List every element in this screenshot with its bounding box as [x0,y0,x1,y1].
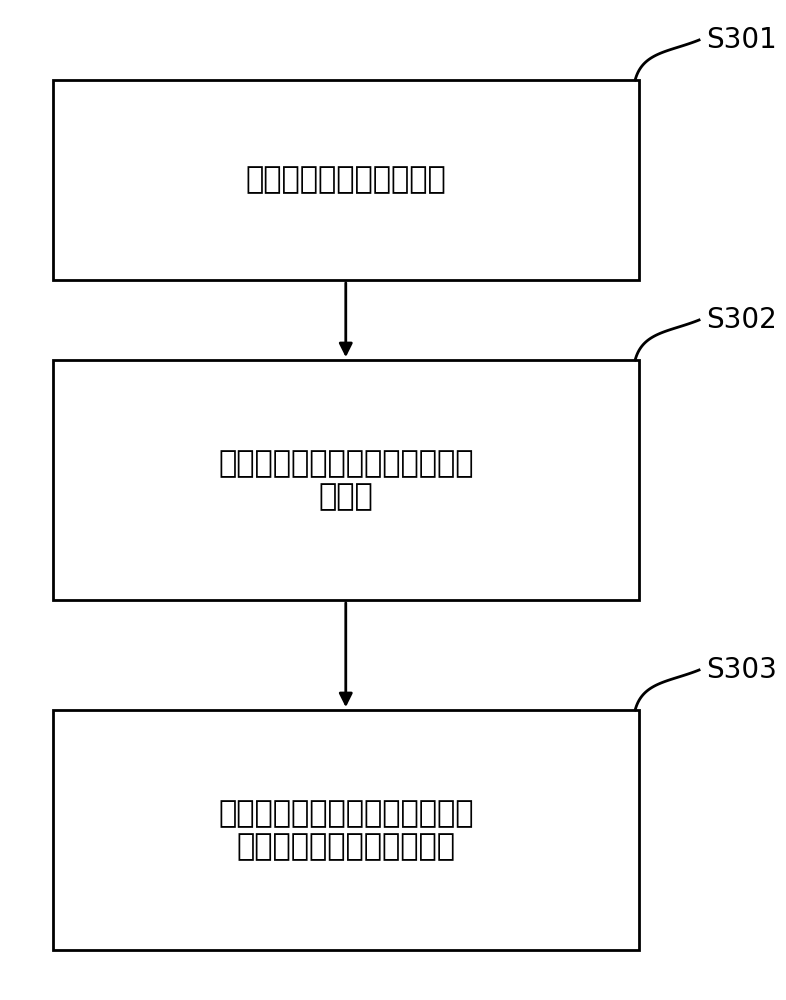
Text: 带动线芯沿出线方向运动: 带动线芯沿出线方向运动 [245,165,446,194]
Text: S301: S301 [707,26,777,54]
FancyBboxPatch shape [53,360,639,600]
Text: 周期性驱动涂覆件接触和远离所
述线芯: 周期性驱动涂覆件接触和远离所 述线芯 [218,449,473,511]
Text: S302: S302 [707,306,777,334]
Text: 根据所述涂覆件的位置，周期性
向所述涂覆件供应绝缘涂料: 根据所述涂覆件的位置，周期性 向所述涂覆件供应绝缘涂料 [218,799,473,861]
Text: S303: S303 [707,656,777,684]
FancyBboxPatch shape [53,80,639,280]
FancyBboxPatch shape [53,710,639,950]
